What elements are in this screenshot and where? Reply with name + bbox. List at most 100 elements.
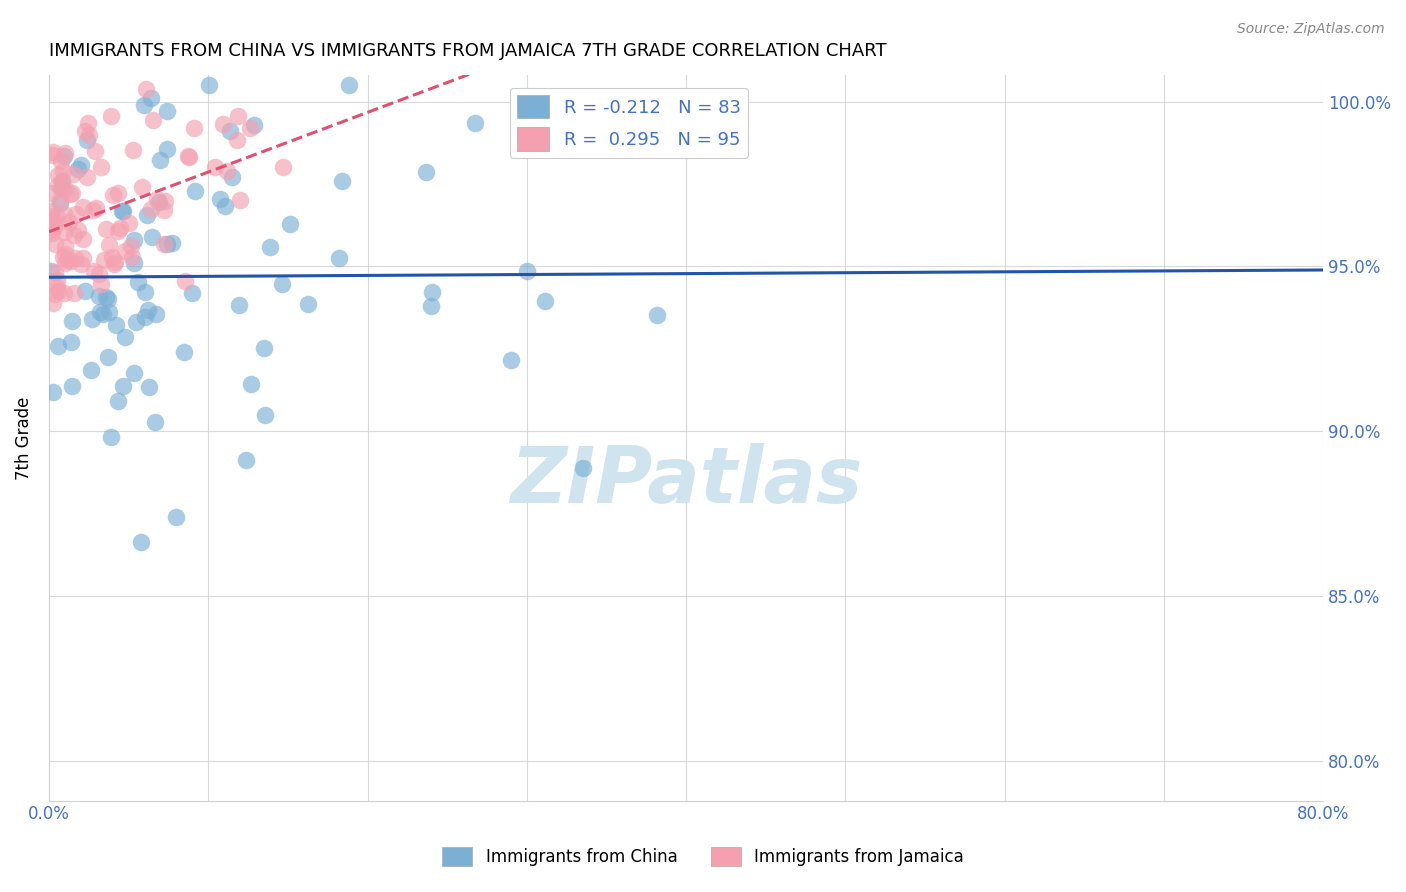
Point [60, 335, 83, 350]
Point [198, 78, 221, 92]
Point [53, 182, 76, 196]
Point [156, 236, 179, 251]
Point [253, 408, 276, 422]
Point [49, 181, 72, 195]
Point [60, 314, 83, 328]
Point [121, 251, 143, 265]
Text: Source: ZipAtlas.com: Source: ZipAtlas.com [1237, 22, 1385, 37]
Point [330, 174, 353, 188]
Point [42, 212, 65, 227]
Point [278, 218, 301, 232]
Point [214, 199, 236, 213]
Point [69, 158, 91, 172]
Point [75, 284, 97, 298]
Point [46, 339, 69, 353]
Point [46, 210, 69, 224]
Point [235, 453, 257, 467]
Point [97, 238, 120, 252]
Point [104, 254, 127, 268]
Point [156, 142, 179, 156]
Point [101, 250, 124, 264]
Point [46, 280, 69, 294]
Point [98, 305, 121, 319]
Point [228, 193, 250, 207]
Point [271, 277, 294, 291]
Point [41, 227, 63, 241]
Point [87, 288, 110, 302]
Point [129, 534, 152, 549]
Point [58, 215, 80, 229]
Point [533, 294, 555, 309]
Point [221, 169, 243, 184]
Point [135, 208, 157, 222]
Point [271, 160, 294, 174]
Point [145, 308, 167, 322]
Point [152, 237, 174, 252]
Point [160, 235, 183, 250]
Point [204, 160, 226, 174]
Point [571, 460, 593, 475]
Point [39, 214, 62, 228]
Point [60, 186, 83, 201]
Point [53, 286, 76, 301]
Point [211, 117, 233, 131]
Point [89, 305, 111, 319]
Point [72, 251, 94, 265]
Point [62, 285, 84, 300]
Point [110, 204, 132, 219]
Point [138, 380, 160, 394]
Point [62, 379, 84, 393]
Point [208, 192, 231, 206]
Point [42, 296, 65, 310]
Point [70, 257, 93, 271]
Point [41, 148, 63, 162]
Point [63, 228, 86, 243]
Point [45, 273, 67, 287]
Point [114, 330, 136, 344]
Point [339, 78, 361, 92]
Point [124, 255, 146, 269]
Point [174, 274, 197, 288]
Point [153, 194, 176, 208]
Point [134, 310, 156, 324]
Point [111, 204, 134, 219]
Point [48, 194, 70, 208]
Point [165, 509, 187, 524]
Point [645, 308, 668, 322]
Point [177, 149, 200, 163]
Point [44, 265, 66, 279]
Point [93, 253, 115, 268]
Point [46, 178, 69, 193]
Point [499, 352, 522, 367]
Point [52, 250, 75, 264]
Point [53, 247, 76, 261]
Point [44, 236, 66, 251]
Point [226, 133, 249, 147]
Point [55, 146, 77, 161]
Point [66, 161, 89, 176]
Point [515, 264, 537, 278]
Point [97, 292, 120, 306]
Point [46, 168, 69, 182]
Point [127, 275, 149, 289]
Point [51, 177, 73, 191]
Point [105, 318, 128, 332]
Point [39, 263, 62, 277]
Point [420, 300, 443, 314]
Point [39, 204, 62, 219]
Y-axis label: 7th Grade: 7th Grade [15, 396, 32, 480]
Point [89, 268, 111, 282]
Point [228, 297, 250, 311]
Point [156, 103, 179, 118]
Point [121, 143, 143, 157]
Point [72, 232, 94, 246]
Point [110, 221, 132, 235]
Point [76, 169, 98, 184]
Point [253, 341, 276, 355]
Point [75, 124, 97, 138]
Legend: R = -0.212   N = 83, R =  0.295   N = 95: R = -0.212 N = 83, R = 0.295 N = 95 [509, 87, 748, 158]
Point [63, 251, 86, 265]
Point [59, 187, 82, 202]
Point [90, 277, 112, 291]
Point [100, 109, 122, 123]
